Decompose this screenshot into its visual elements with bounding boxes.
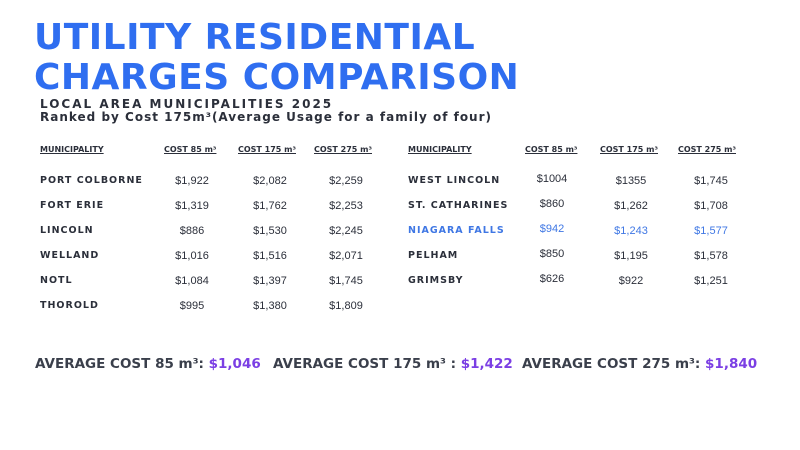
cost-275-value: $1,577 [694,225,728,237]
cost-175-value: $1,516 [253,250,287,262]
municipality-name: THOROLD [40,300,99,311]
cost-275-value: $2,253 [329,200,363,212]
cost-175-value: $1355 [615,175,647,187]
cost-175-value: $1,195 [614,250,648,262]
average-cost-275: AVERAGE COST 275 m³: $1,840 [522,356,757,372]
title-line-1: UTILITY RESIDENTIAL [34,17,476,58]
municipality-name: ST. CATHARINES [408,200,509,211]
cost-275-value: $1,251 [694,275,728,287]
average-cost-85-value: $1,046 [208,356,261,372]
average-cost-175: AVERAGE COST 175 m³ : $1,422 [273,356,513,372]
municipality-name: PORT COLBORNE [40,175,143,186]
cost-85-value: $850 [539,248,565,260]
cost-175-value: $1,380 [253,300,287,312]
title-line-2: CHARGES COMPARISON [34,57,520,98]
cost-275-value: $1,745 [329,275,363,287]
municipality-name: WEST LINCOLN [408,175,501,186]
cost-175-value: $1,397 [253,275,287,287]
cost-275-value: $1,708 [694,200,728,212]
cost-275-value: $2,259 [329,175,363,187]
cost-85-value: $626 [539,273,565,285]
municipality-name: NOTL [40,275,73,286]
average-cost-275-label: AVERAGE COST 275 m³: [522,356,701,372]
cost-85-value: $995 [179,300,205,312]
ranking-note: Ranked by Cost 175m³(Average Usage for a… [40,110,493,124]
average-cost-85: AVERAGE COST 85 m³: $1,046 [35,356,261,372]
average-cost-85-label: AVERAGE COST 85 m³: [35,356,204,372]
header-municipality: MUNICIPALITY [40,145,104,154]
cost-175-value: $2,082 [253,175,287,187]
page-title: UTILITY RESIDENTIAL CHARGES COMPARISON [34,18,519,98]
subtitle: LOCAL AREA MUNICIPALITIES 2025 [40,97,334,111]
cost-275-value: $2,245 [329,225,363,237]
header-cost-275: COST 275 m³ [314,145,372,154]
cost-175-value: $922 [618,275,644,287]
cost-175-value: $1,262 [614,200,648,212]
municipality-name: FORT ERIE [40,200,105,211]
cost-85-value: $942 [539,223,565,235]
header-cost-85: COST 85 m³ [525,145,578,154]
municipality-name: WELLAND [40,250,100,261]
cost-85-value: $860 [539,198,565,210]
cost-85-value: $1,319 [175,200,209,212]
cost-175-value: $1,530 [253,225,287,237]
cost-175-value: $1,243 [614,225,648,237]
header-cost-85: COST 85 m³ [164,145,217,154]
average-cost-175-label: AVERAGE COST 175 m³ : [273,356,457,372]
cost-275-value: $1,578 [694,250,728,262]
average-cost-175-value: $1,422 [460,356,513,372]
municipality-name: LINCOLN [40,225,94,236]
cost-275-value: $2,071 [329,250,363,262]
cost-85-value: $1,922 [175,175,209,187]
cost-85-value: $1,016 [175,250,209,262]
header-cost-275: COST 275 m³ [678,145,736,154]
header-cost-175: COST 175 m³ [600,145,658,154]
cost-275-value: $1,809 [329,300,363,312]
cost-85-value: $1,084 [175,275,209,287]
header-cost-175: COST 175 m³ [238,145,296,154]
header-municipality: MUNICIPALITY [408,145,472,154]
municipality-name: GRIMSBY [408,275,464,286]
municipality-name: NIAGARA FALLS [408,225,505,236]
cost-275-value: $1,745 [694,175,728,187]
cost-85-value: $886 [179,225,205,237]
cost-175-value: $1,762 [253,200,287,212]
average-cost-275-value: $1,840 [705,356,758,372]
cost-85-value: $1004 [536,173,568,185]
municipality-name: PELHAM [408,250,459,261]
